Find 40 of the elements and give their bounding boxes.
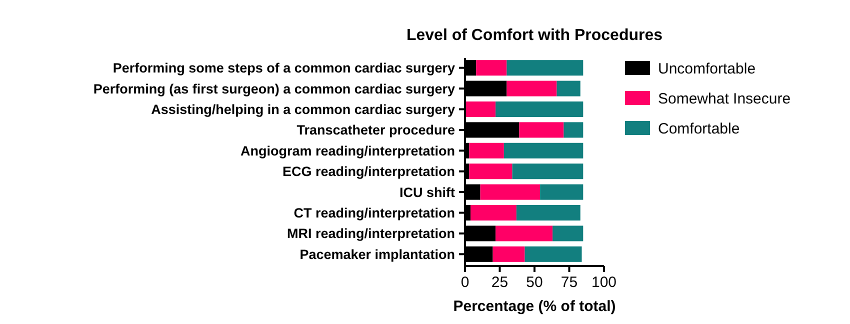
bar bbox=[496, 226, 553, 242]
y-tick-label: ECG reading/interpretation bbox=[282, 164, 455, 180]
bar bbox=[504, 142, 584, 158]
y-tick-label: CT reading/interpretation bbox=[294, 205, 455, 220]
bar bbox=[496, 101, 584, 118]
x-tick-label: 50 bbox=[526, 274, 543, 291]
bar bbox=[512, 164, 584, 180]
chart-title: Level of Comfort with Procedures bbox=[406, 27, 663, 44]
x-tick-label: 0 bbox=[460, 274, 470, 291]
legend-label: Uncomfortable bbox=[658, 60, 756, 78]
bar bbox=[469, 164, 512, 180]
bar bbox=[476, 60, 507, 76]
x-tick-label: 25 bbox=[491, 274, 508, 291]
y-tick-label: Performing (as first surgeon) a common cardiac surgery bbox=[93, 81, 456, 96]
x-tick-label: 75 bbox=[560, 274, 578, 291]
y-tick-label: Assisting/helping in a common cardiac surgery bbox=[151, 102, 456, 117]
bar bbox=[470, 204, 516, 221]
legend-label: Somewhat Insecure bbox=[658, 90, 791, 108]
bar bbox=[519, 122, 564, 138]
bar bbox=[469, 142, 504, 158]
y-tick-label: Performing some steps of a common cardiac surgery bbox=[112, 60, 456, 76]
y-tick-label: Angiogram reading/interpretation bbox=[240, 143, 455, 158]
bar bbox=[480, 184, 540, 200]
x-axis-title: Percentage (% of total) bbox=[453, 298, 616, 315]
bar bbox=[506, 80, 557, 96]
x-tick-label: 100 bbox=[591, 274, 617, 291]
bar bbox=[506, 60, 584, 76]
bar bbox=[540, 184, 584, 200]
bar bbox=[524, 246, 582, 262]
bar bbox=[492, 246, 525, 262]
legend-label: Comfortable bbox=[658, 120, 740, 138]
bar bbox=[552, 226, 584, 242]
bar bbox=[556, 80, 580, 96]
y-tick-label: Transcatheter procedure bbox=[296, 122, 456, 138]
y-tick-label: ICU shift bbox=[400, 184, 456, 200]
bar bbox=[564, 122, 584, 138]
bar bbox=[465, 101, 496, 118]
bar bbox=[516, 204, 580, 221]
y-tick-label: Pacemaker implantation bbox=[300, 246, 455, 262]
y-tick-label: MRI reading/interpretation bbox=[286, 226, 455, 242]
